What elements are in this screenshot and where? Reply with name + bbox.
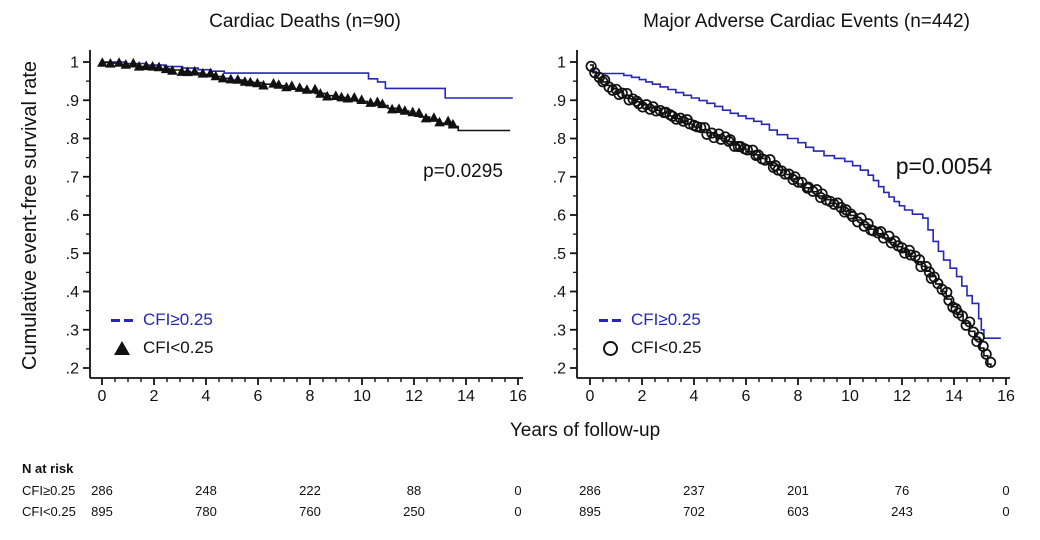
n-at-risk-value: 201: [787, 483, 809, 498]
panel-right-title: Major Adverse Cardiac Events (n=442): [643, 11, 970, 32]
y-tick-label: .4: [66, 284, 79, 301]
y-tick-label: 1: [70, 55, 79, 72]
x-tick-label: 16: [509, 388, 527, 405]
n-at-risk-value: 895: [91, 504, 113, 519]
y-tick-label: .4: [553, 284, 566, 301]
dashed-line-legend-icon: [594, 318, 626, 322]
x-tick-label: 2: [638, 388, 647, 405]
n-at-risk-value: 286: [579, 483, 601, 498]
n-at-risk-values-right: 895 702 603 243 0: [538, 504, 1040, 519]
n-at-risk-value: 603: [787, 504, 809, 519]
y-tick-label: .8: [66, 131, 79, 148]
n-at-risk-value: 0: [514, 504, 522, 519]
legend-label-cfi-low: CFI<0.25: [143, 338, 214, 357]
panel-right-plot: 0 2 4 6 8 10 12 14 16 1 .9 .8 .7 .6 .5 .4 .3 .2: [553, 50, 1015, 405]
n-at-risk-value: 222: [299, 483, 321, 498]
n-at-risk-value: 237: [683, 483, 705, 498]
x-tick-label: 12: [405, 388, 423, 405]
panel-left-plot: 0 2 4 6 8 10 12 14 16 1 .9 .8 .7 .6 .5 .4 .3 .2: [66, 50, 527, 405]
x-tick-label: 0: [586, 388, 595, 405]
y-tick-label: .5: [553, 246, 566, 263]
p-value-right: p=0.0054: [895, 153, 993, 179]
y-tick-label: .6: [553, 208, 566, 225]
n-at-risk-value: 250: [403, 504, 425, 519]
n-at-risk-value: 780: [195, 504, 217, 519]
x-tick-label: 4: [202, 388, 211, 405]
x-tick-label: 0: [98, 388, 107, 405]
dashed-line-legend-icon: [106, 318, 138, 322]
axis-lines: [89, 50, 523, 379]
y-tick-label: .6: [66, 208, 79, 225]
n-at-risk-values-left: 895 780 760 250 0: [50, 504, 570, 519]
legend-label-cfi-high: CFI≥0.25: [631, 310, 701, 329]
series-line-1-0: [590, 70, 1001, 339]
x-tick-label: 10: [841, 388, 859, 405]
n-at-risk-value: 0: [514, 483, 522, 498]
n-at-risk-value: 76: [894, 483, 910, 498]
x-axis-label: Years of follow-up: [509, 420, 661, 441]
legend-label-cfi-high: CFI≥0.25: [143, 310, 213, 329]
x-tick-label: 14: [945, 388, 963, 405]
n-at-risk-value: 0: [1002, 483, 1010, 498]
n-at-risk-value: 760: [299, 504, 321, 519]
panel-left-title: Cardiac Deaths (n=90): [209, 11, 401, 32]
y-tick-label: .7: [553, 169, 566, 186]
legend-right-cfi-low: CFI<0.25: [594, 338, 702, 357]
x-tick-label: 14: [457, 388, 475, 405]
y-tick-label: .5: [66, 246, 79, 263]
open-circle-legend-icon: [594, 340, 626, 356]
n-at-risk-value: 286: [91, 483, 113, 498]
y-tick-label: .8: [553, 131, 566, 148]
legend-right-cfi-high: CFI≥0.25: [594, 310, 701, 329]
axis-lines: [576, 50, 1010, 379]
n-at-risk-value: 88: [406, 483, 422, 498]
n-at-risk-value: 0: [1002, 504, 1010, 519]
y-tick-label: .2: [553, 361, 566, 378]
y-tick-label: .7: [66, 169, 79, 186]
n-at-risk-value: 248: [195, 483, 217, 498]
n-at-risk-header: N at risk: [22, 461, 74, 476]
n-at-risk-values-left: 286 248 222 88 0: [50, 483, 570, 498]
legend-left-cfi-low: CFI<0.25: [106, 338, 214, 357]
n-at-risk-row-label: CFI<0.25: [22, 504, 76, 519]
series-markers-0-1: [97, 57, 459, 129]
x-tick-label: 8: [306, 388, 315, 405]
x-tick-label: 6: [254, 388, 263, 405]
n-at-risk-row-label: CFI≥0.25: [22, 483, 76, 498]
n-at-risk-value: 895: [579, 504, 601, 519]
y-tick-label: .3: [66, 322, 79, 339]
y-tick-label: 1: [557, 55, 566, 72]
legend-label-cfi-low: CFI<0.25: [631, 338, 702, 357]
x-tick-label: 6: [742, 388, 751, 405]
x-tick-label: 8: [794, 388, 803, 405]
p-value-left: p=0.0295: [423, 161, 503, 182]
y-tick-label: .2: [66, 361, 79, 378]
y-axis-label: Cumulative event-free survival rate: [19, 60, 41, 370]
y-tick-label: .3: [553, 322, 566, 339]
x-tick-label: 16: [997, 388, 1015, 405]
x-tick-label: 2: [150, 388, 159, 405]
y-tick-label: .9: [66, 93, 79, 110]
x-tick-label: 4: [690, 388, 699, 405]
n-at-risk-value: 243: [891, 504, 913, 519]
y-tick-label: .9: [553, 93, 566, 110]
series-markers-1-1: [585, 60, 997, 368]
x-tick-label: 12: [893, 388, 911, 405]
n-at-risk-values-right: 286 237 201 76 0: [538, 483, 1040, 498]
legend-left-cfi-high: CFI≥0.25: [106, 310, 213, 329]
x-tick-label: 10: [353, 388, 371, 405]
n-at-risk-value: 702: [683, 504, 705, 519]
filled-triangle-legend-icon: [106, 341, 138, 355]
